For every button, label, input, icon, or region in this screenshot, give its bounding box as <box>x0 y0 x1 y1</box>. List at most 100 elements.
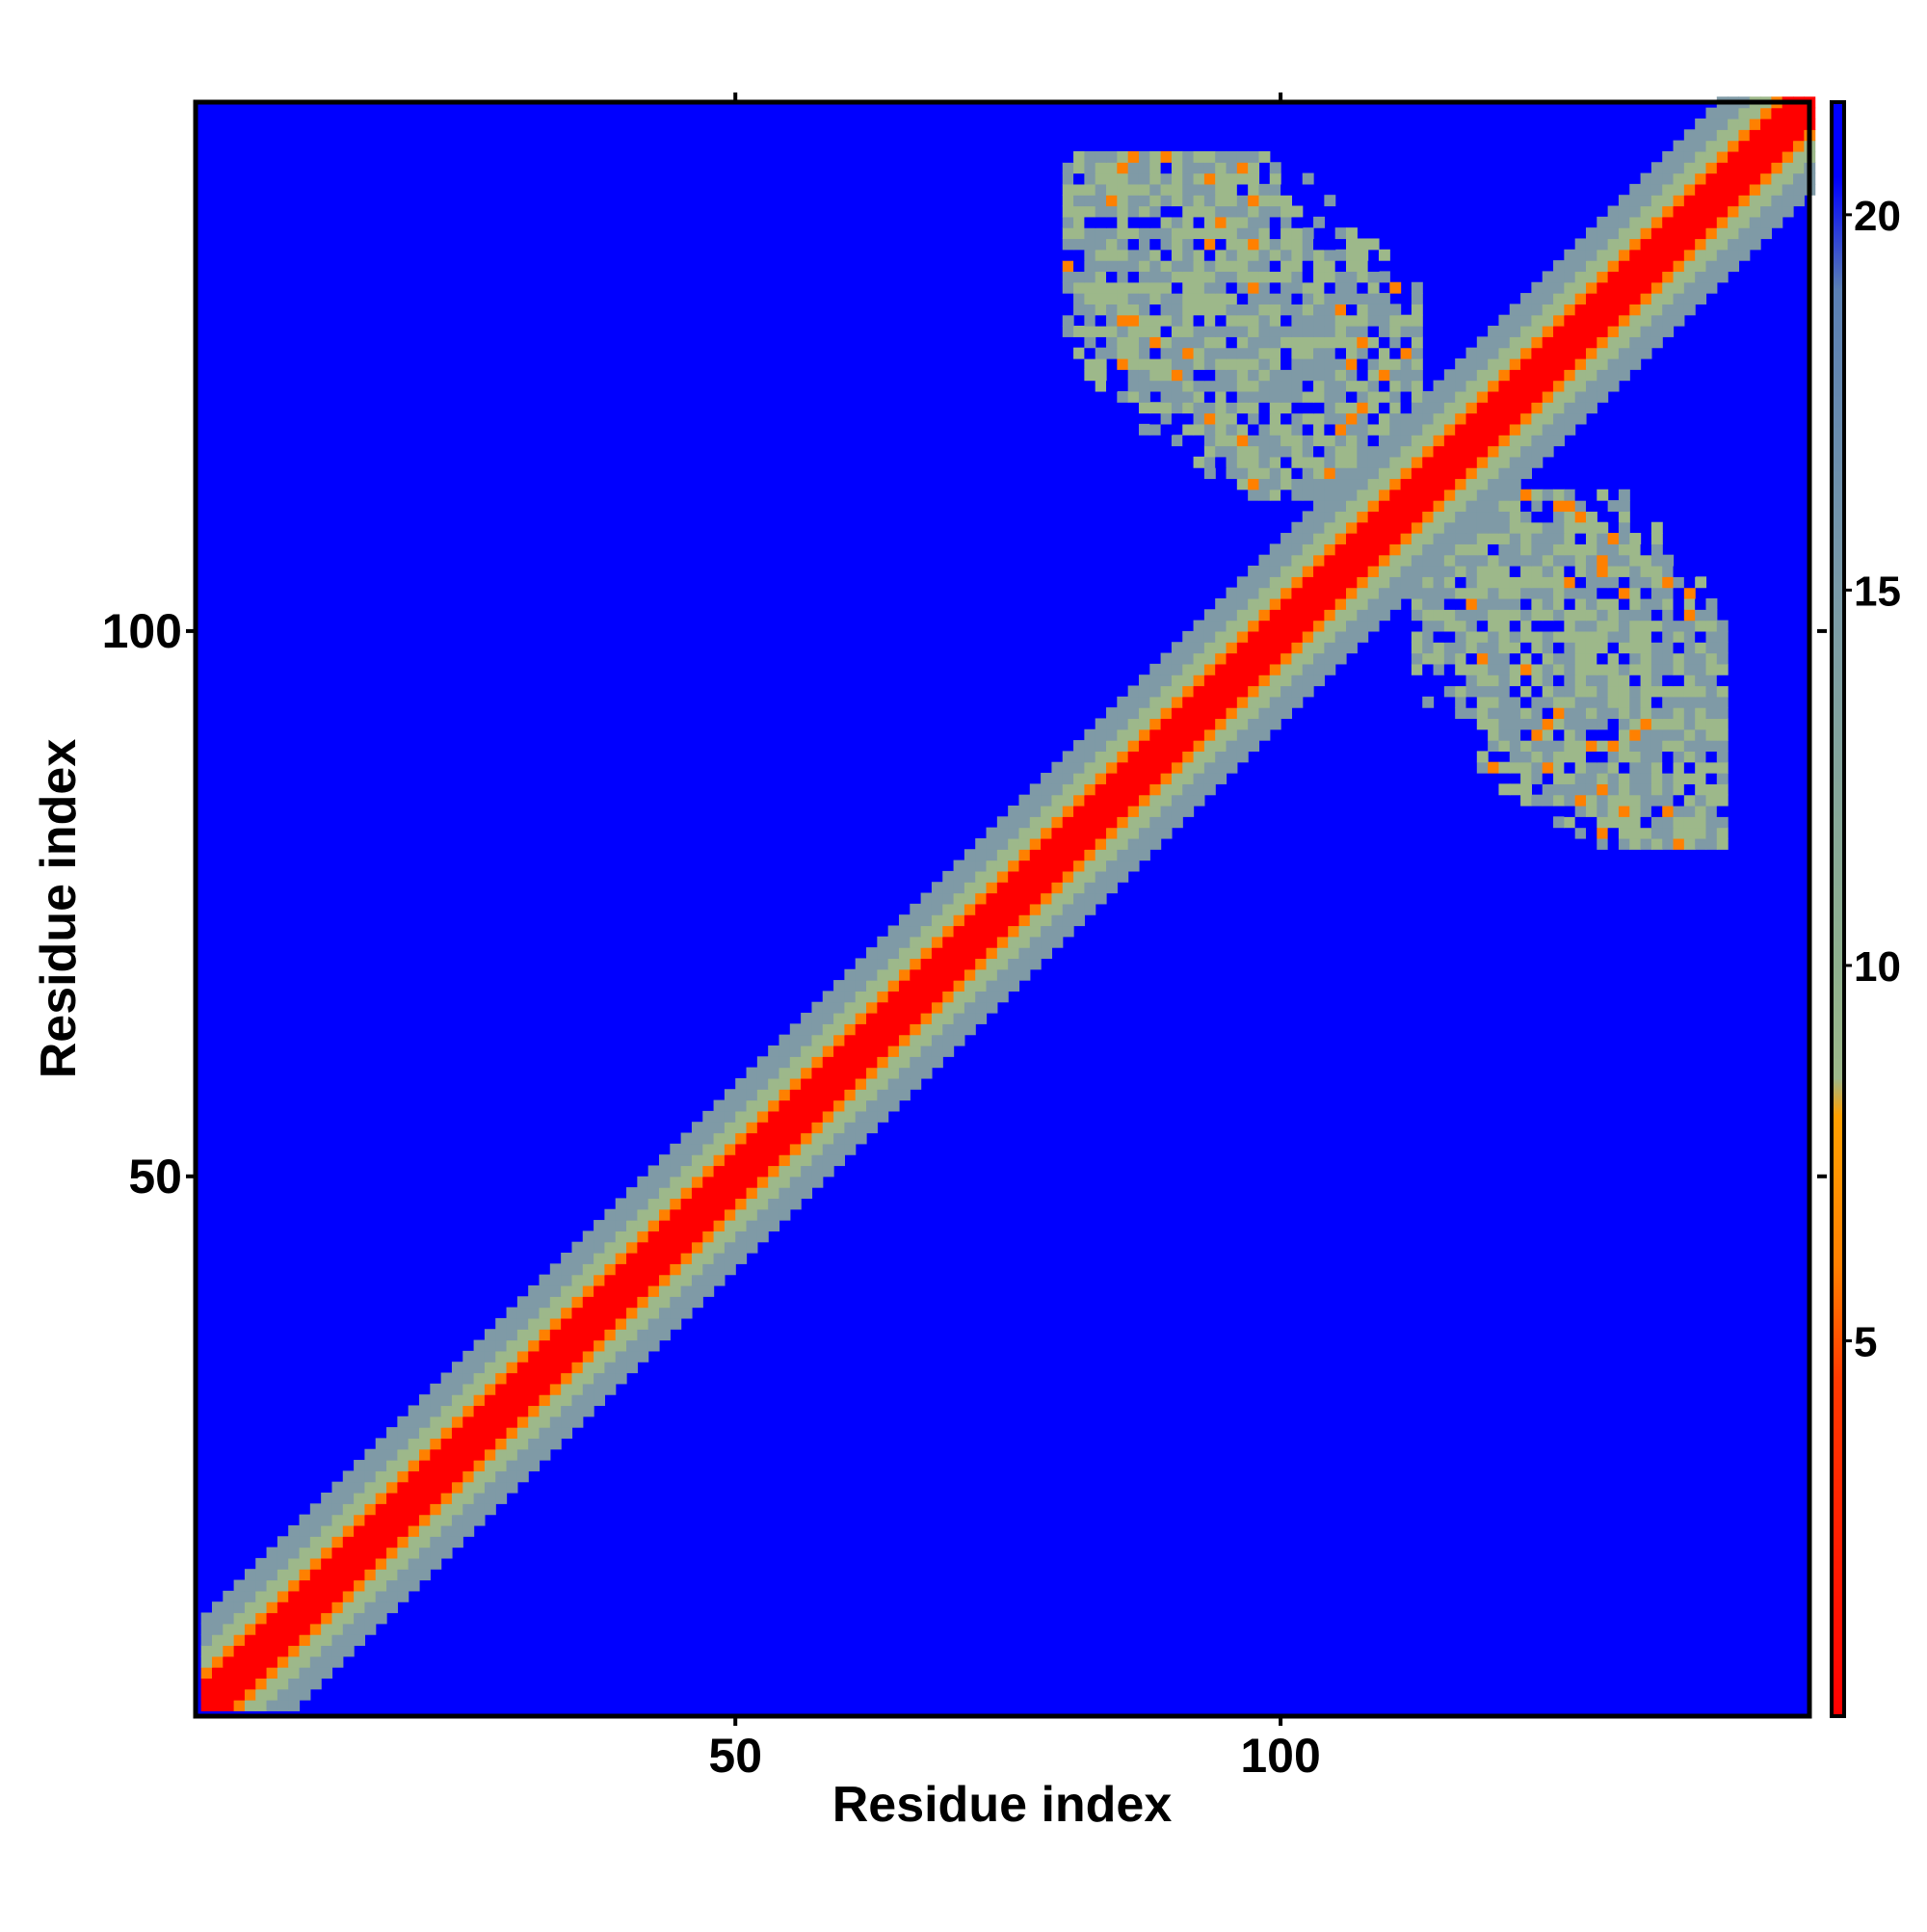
heatmap-cell <box>1029 914 1042 927</box>
heatmap-cell <box>571 1307 584 1319</box>
heatmap-cell <box>1488 620 1500 632</box>
heatmap-cell <box>1640 304 1652 316</box>
heatmap-cell <box>986 925 998 938</box>
heatmap-cell <box>1585 663 1597 675</box>
heatmap-cell <box>1389 357 1402 370</box>
heatmap-cell <box>1346 587 1358 599</box>
heatmap-cell <box>1716 740 1729 752</box>
heatmap-cell <box>462 1514 475 1526</box>
heatmap-cell <box>1182 390 1195 403</box>
heatmap-cell <box>1193 696 1205 708</box>
heatmap-cell <box>1171 183 1183 196</box>
heatmap-cell <box>1607 751 1620 763</box>
heatmap-cell <box>1662 227 1675 240</box>
heatmap-cell <box>288 1524 301 1537</box>
heatmap-cell <box>1346 576 1358 589</box>
heatmap-cell <box>1520 652 1532 665</box>
heatmap-cell <box>1650 314 1663 327</box>
heatmap-cell <box>1203 347 1216 359</box>
heatmap-cell <box>855 1110 867 1123</box>
heatmap-cell <box>277 1569 289 1581</box>
heatmap-cell <box>1346 489 1358 501</box>
heatmap-cell <box>1465 675 1478 687</box>
heatmap-cell <box>1291 435 1304 447</box>
heatmap-cell <box>1302 597 1314 610</box>
heatmap-cell <box>1302 314 1314 327</box>
heatmap-cell <box>1127 805 1140 817</box>
heatmap-cell <box>1488 630 1500 643</box>
heatmap-cell <box>1542 663 1554 675</box>
heatmap-cell <box>1280 707 1293 720</box>
heatmap-cell <box>1008 925 1020 938</box>
heatmap-cell <box>1203 293 1216 304</box>
heatmap-cell <box>1531 336 1544 349</box>
heatmap-cell <box>1542 281 1554 294</box>
heatmap-cell <box>1127 314 1140 327</box>
heatmap-cell <box>430 1427 442 1439</box>
heatmap-cell <box>1520 773 1532 784</box>
heatmap-cell <box>1531 728 1544 741</box>
plot-frame <box>193 99 1812 1719</box>
heatmap-cell <box>680 1154 693 1167</box>
heatmap-cell <box>1683 576 1696 589</box>
heatmap-cell <box>975 947 988 960</box>
heatmap-cell <box>1095 805 1107 817</box>
heatmap-cell <box>1618 805 1630 817</box>
heatmap-cell <box>615 1296 627 1309</box>
heatmap-cell <box>1236 216 1249 228</box>
heatmap-cell <box>309 1514 322 1526</box>
heatmap-cell <box>1662 740 1675 752</box>
heatmap-cell <box>1357 369 1369 382</box>
heatmap-cell <box>1465 380 1478 392</box>
heatmap-cell <box>1673 293 1685 304</box>
heatmap-cell <box>1367 597 1380 610</box>
heatmap-cell <box>1084 740 1096 752</box>
heatmap-cell <box>1585 369 1597 382</box>
heatmap-cell <box>1073 216 1085 228</box>
heatmap-cell <box>1618 357 1630 370</box>
heatmap-cell <box>484 1372 496 1385</box>
heatmap-cell <box>1138 216 1150 228</box>
heatmap-cell <box>1193 347 1205 359</box>
heatmap-cell <box>996 827 1009 839</box>
heatmap-cell <box>1280 478 1293 490</box>
heatmap-cell <box>1673 630 1685 643</box>
heatmap-cell <box>898 980 911 992</box>
heatmap-cell <box>1073 860 1085 872</box>
heatmap-cell <box>375 1612 387 1625</box>
heatmap-cell <box>1400 521 1412 534</box>
heatmap-cell <box>615 1220 627 1231</box>
heatmap-cell <box>1662 827 1675 839</box>
heatmap-cell <box>1411 620 1423 632</box>
heatmap-cell <box>354 1524 366 1537</box>
heatmap-cell <box>386 1503 398 1516</box>
heatmap-cell <box>789 1099 802 1112</box>
heatmap-cell <box>1018 816 1031 829</box>
heatmap-cell <box>1302 238 1314 251</box>
heatmap-cell <box>1095 249 1107 261</box>
heatmap-cell <box>1095 271 1107 283</box>
heatmap-cell <box>1465 423 1478 436</box>
heatmap-cell <box>516 1448 529 1461</box>
heatmap-cell <box>1203 380 1216 392</box>
heatmap-cell <box>779 1034 791 1046</box>
heatmap-cell <box>1269 566 1281 577</box>
heatmap-cell <box>1476 412 1489 425</box>
heatmap-cell <box>1302 620 1314 632</box>
heatmap-cell <box>626 1307 638 1319</box>
heatmap-cell <box>506 1350 518 1363</box>
heatmap-cell <box>1389 369 1402 382</box>
heatmap-cell <box>1640 281 1652 294</box>
heatmap-cell <box>1378 412 1390 425</box>
heatmap-cell <box>1073 816 1085 829</box>
heatmap-cell <box>1433 423 1445 436</box>
heatmap-cell <box>1433 533 1445 544</box>
heatmap-cell <box>996 980 1009 992</box>
heatmap-cell <box>1357 630 1369 643</box>
heatmap-cell <box>1531 500 1544 513</box>
heatmap-cell <box>1302 304 1314 316</box>
heatmap-cell <box>223 1612 235 1625</box>
heatmap-cell <box>1498 696 1511 708</box>
heatmap-cell <box>1389 587 1402 599</box>
heatmap-cell <box>1728 195 1740 207</box>
